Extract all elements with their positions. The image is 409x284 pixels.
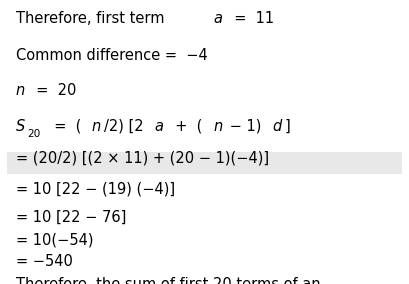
Text: ]: ] (284, 119, 290, 134)
Text: = 10 [22 − 76]: = 10 [22 − 76] (16, 210, 126, 225)
FancyBboxPatch shape (7, 152, 402, 174)
Text: =  11: = 11 (225, 11, 274, 26)
Text: Therefore, first term: Therefore, first term (16, 11, 169, 26)
Text: = 10 [22 − (19) (−4)]: = 10 [22 − (19) (−4)] (16, 182, 175, 197)
Text: d: d (272, 119, 281, 134)
Text: n: n (213, 119, 222, 134)
Text: S: S (16, 119, 25, 134)
Text: +  (: + ( (166, 119, 203, 134)
Text: n: n (16, 83, 25, 98)
Text: n: n (92, 119, 101, 134)
Text: a: a (213, 11, 222, 26)
Text: − 1): − 1) (225, 119, 262, 134)
Text: = 10(−54): = 10(−54) (16, 232, 93, 247)
Text: 20: 20 (27, 129, 41, 139)
Text: =  (: = ( (45, 119, 81, 134)
Text: = (20/2) [(2 × 11) + (20 − 1)(−4)]: = (20/2) [(2 × 11) + (20 − 1)(−4)] (16, 151, 269, 166)
Text: Common difference =  −4: Common difference = −4 (16, 48, 207, 63)
Text: =  20: = 20 (27, 83, 77, 98)
Text: Therefore, the sum of first 20 terms of an: Therefore, the sum of first 20 terms of … (16, 277, 325, 284)
Text: a: a (155, 119, 164, 134)
Text: /2) [2: /2) [2 (103, 119, 143, 134)
Text: = −540: = −540 (16, 254, 72, 269)
